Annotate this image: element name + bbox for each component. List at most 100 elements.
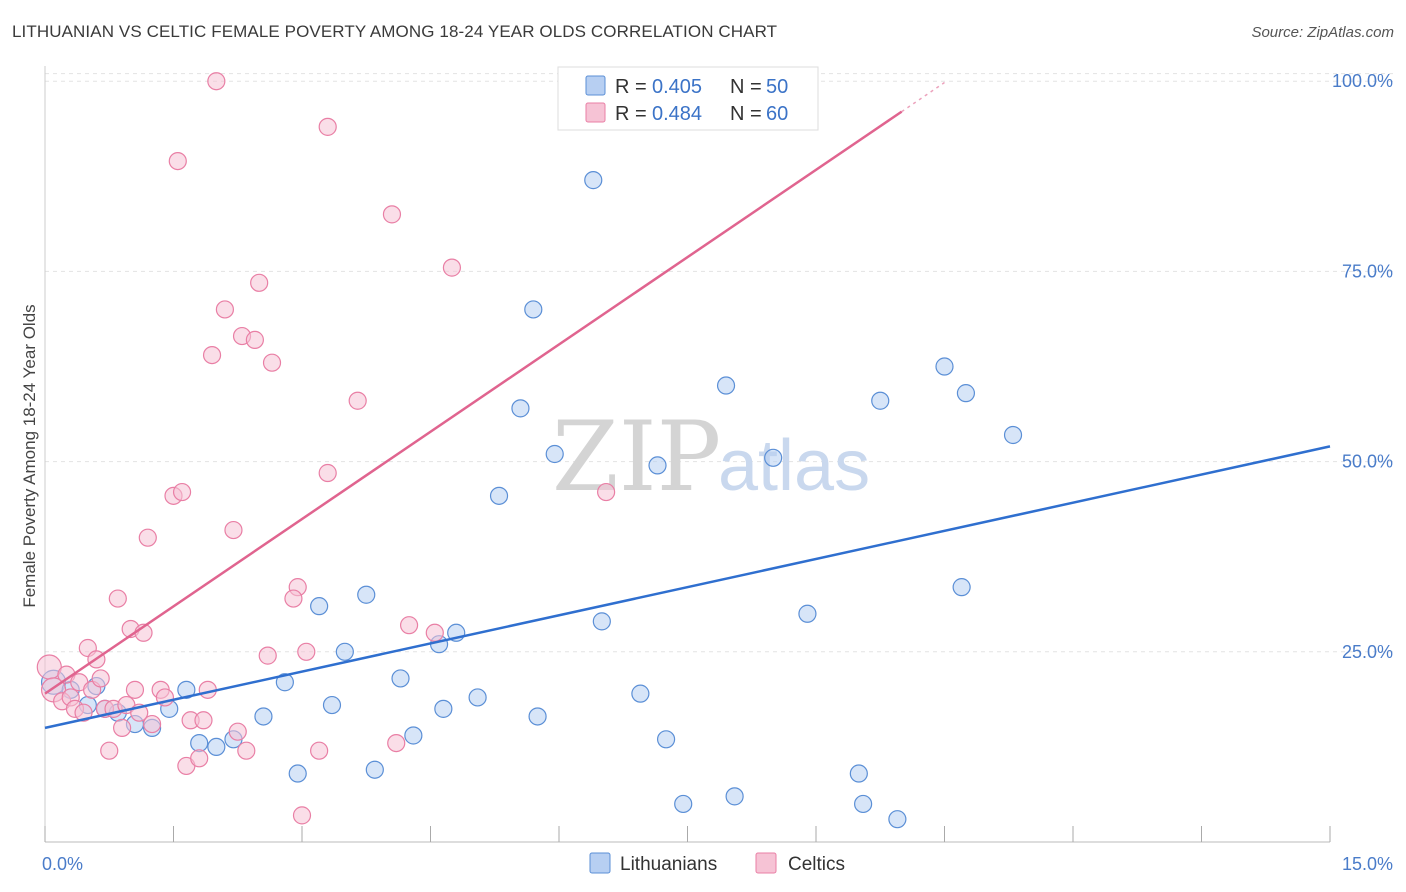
lithuanian-point-15 xyxy=(310,597,329,616)
bottom-legend: Lithuanians Celtics xyxy=(589,852,845,875)
lithuanian-point-43 xyxy=(871,391,890,410)
legend-r-label-2: R = xyxy=(615,103,647,125)
celtic-point-23 xyxy=(142,714,162,734)
celtic-trend-line xyxy=(44,110,903,695)
lithuanian-point-27 xyxy=(511,399,530,418)
celtic-point-31 xyxy=(190,749,209,768)
legend-n-value-2: 60 xyxy=(766,103,788,125)
celtic-point-34 xyxy=(202,345,222,365)
bottom-legend-lithuanians: Lithuanians xyxy=(620,854,717,875)
celtic-point-32 xyxy=(194,711,213,730)
lithuanian-point-41 xyxy=(849,764,868,783)
celtic-point-44 xyxy=(262,353,282,372)
y-tick-label-2: 75.0% xyxy=(1342,261,1393,281)
data-points xyxy=(36,72,1023,829)
chart-title: LITHUANIAN VS CELTIC FEMALE POVERTY AMON… xyxy=(12,22,778,41)
celtic-point-37 xyxy=(224,520,243,540)
celtic-point-36 xyxy=(215,300,234,319)
celtic-point-11 xyxy=(91,669,110,688)
lithuanian-point-42 xyxy=(854,794,873,814)
lithuanian-point-47 xyxy=(956,384,976,403)
lithuanian-point-38 xyxy=(725,787,744,806)
legend-swatch-celtics xyxy=(585,102,606,123)
lithuanian-point-45 xyxy=(935,357,954,376)
grid-lines xyxy=(45,73,1395,653)
legend-n-label-1: N = xyxy=(730,76,762,98)
celtic-point-53 xyxy=(382,205,402,224)
legend-r-value-1: 0.405 xyxy=(652,76,702,98)
bottom-legend-swatch-lithuanians xyxy=(589,852,611,874)
celtic-point-47 xyxy=(292,806,312,825)
y-tick-labels: 25.0% 50.0% 75.0% 100.0% xyxy=(1332,71,1393,662)
lithuanian-point-30 xyxy=(545,444,564,464)
celtic-point-35 xyxy=(207,72,226,91)
celtic-point-13 xyxy=(100,741,119,760)
y-tick-label-0: 25.0% xyxy=(1342,642,1393,662)
y-tick-label-1: 50.0% xyxy=(1342,452,1393,472)
lithuanian-point-31 xyxy=(584,171,603,190)
lithuanian-point-10 xyxy=(207,737,226,757)
watermark: ZIP atlas xyxy=(552,401,870,513)
celtic-point-57 xyxy=(442,258,462,277)
lithuanian-point-28 xyxy=(524,300,543,319)
celtic-point-49 xyxy=(310,741,329,760)
lithuanian-point-23 xyxy=(434,699,453,718)
lithuanian-point-17 xyxy=(322,695,342,715)
lithuanian-point-48 xyxy=(1003,425,1023,445)
legend: R = 0.405 N = 50 R = 0.484 N = 60 xyxy=(557,66,819,131)
lithuanian-point-35 xyxy=(656,730,676,749)
celtic-point-15 xyxy=(108,589,127,608)
legend-r-value-2: 0.484 xyxy=(652,103,702,125)
lithuanian-point-20 xyxy=(391,669,410,688)
lithuanian-point-37 xyxy=(716,376,736,395)
lithuanian-point-16 xyxy=(335,642,354,661)
celtic-point-52 xyxy=(348,391,367,410)
celtic-point-43 xyxy=(258,646,277,665)
lithuanian-trend-line xyxy=(44,445,1331,730)
celtic-point-50 xyxy=(318,463,337,483)
celtic-point-16 xyxy=(112,718,132,737)
celtic-point-40 xyxy=(237,741,256,760)
watermark-zip: ZIP xyxy=(552,401,721,513)
lithuanian-point-29 xyxy=(528,707,547,726)
celtic-point-58 xyxy=(597,482,616,502)
celtic-point-38 xyxy=(228,722,247,741)
lithuanian-point-21 xyxy=(404,726,423,745)
lithuanian-point-13 xyxy=(275,673,294,692)
lithuanian-point-9 xyxy=(190,733,209,753)
chart-source: Source: ZipAtlas.com xyxy=(1251,24,1394,41)
axes xyxy=(44,66,1331,843)
trend-lines xyxy=(44,81,1331,730)
lithuanian-point-39 xyxy=(764,448,783,467)
lithuanian-point-36 xyxy=(674,794,693,814)
lithuanian-point-32 xyxy=(592,612,611,631)
watermark-atlas: atlas xyxy=(718,426,870,506)
legend-n-value-1: 50 xyxy=(766,76,788,98)
bottom-legend-celtics: Celtics xyxy=(788,854,845,875)
lithuanian-point-40 xyxy=(798,604,817,623)
celtic-point-27 xyxy=(168,151,187,171)
lithuanian-point-33 xyxy=(631,684,650,703)
x-tick-label-1: 15.0% xyxy=(1342,854,1393,874)
celtic-point-22 xyxy=(138,528,157,547)
celtic-point-48 xyxy=(297,642,316,661)
lithuanian-point-34 xyxy=(648,456,667,475)
lithuanian-point-46 xyxy=(952,578,971,597)
y-axis-label: Female Poverty Among 18-24 Year Olds xyxy=(20,304,39,607)
celtic-point-46 xyxy=(284,589,303,608)
celtic-point-56 xyxy=(425,623,444,642)
legend-n-label-2: N = xyxy=(730,103,762,125)
celtic-point-42 xyxy=(250,273,269,292)
celtic-point-28 xyxy=(172,482,192,502)
celtic-point-51 xyxy=(318,117,337,136)
legend-r-label-1: R = xyxy=(615,76,647,98)
lithuanian-point-18 xyxy=(357,585,376,604)
lithuanian-point-12 xyxy=(254,707,273,726)
celtic-point-19 xyxy=(125,680,145,699)
celtic-point-55 xyxy=(399,616,419,635)
bottom-legend-swatch-celtics xyxy=(755,852,777,874)
celtic-trend-extension xyxy=(901,81,945,113)
lithuanian-point-8 xyxy=(177,680,196,699)
y-tick-label-3: 100.0% xyxy=(1332,71,1393,91)
lithuanian-point-25 xyxy=(468,688,487,707)
